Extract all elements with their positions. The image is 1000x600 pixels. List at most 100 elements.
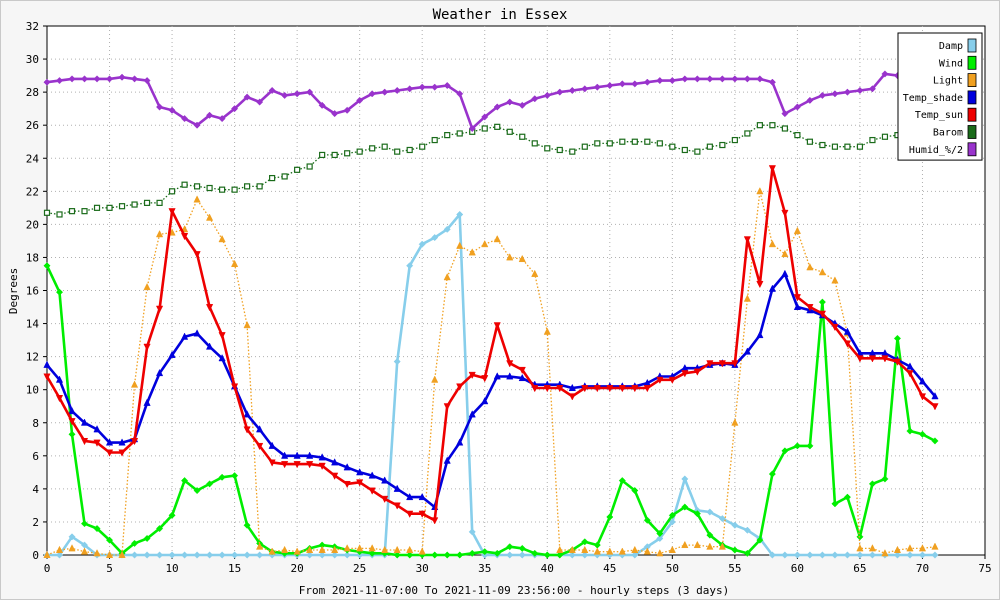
data-point-damp <box>856 551 864 559</box>
data-point-humid-2 <box>693 75 701 83</box>
data-point-temp-shade <box>493 372 501 380</box>
data-point-barom <box>256 183 263 190</box>
data-point-damp <box>831 551 839 559</box>
data-point-wind <box>156 524 164 533</box>
data-point-light <box>743 294 751 302</box>
data-point-temp-sun <box>556 385 564 393</box>
data-point-wind <box>756 536 764 544</box>
data-point-damp <box>168 551 176 559</box>
data-point-temp-sun <box>143 343 151 351</box>
data-point-temp-shade <box>931 392 939 400</box>
data-point-barom <box>519 133 526 140</box>
data-point-barom <box>869 136 876 144</box>
data-point-temp-sun <box>693 368 701 376</box>
data-point-damp <box>768 551 776 559</box>
data-point-light <box>718 542 726 550</box>
data-point-wind <box>68 430 76 438</box>
data-point-humid-2 <box>181 115 189 123</box>
data-point-barom <box>319 151 326 159</box>
data-point-damp <box>206 551 214 559</box>
data-point-damp <box>668 518 676 526</box>
data-point-temp-shade <box>768 284 776 292</box>
data-point-temp-sun <box>706 360 714 368</box>
data-point-humid-2 <box>706 75 714 83</box>
data-point-wind <box>231 472 239 480</box>
data-point-wind <box>468 549 476 557</box>
legend-label-damp: Damp <box>939 41 963 52</box>
data-point-temp-sun <box>256 442 264 451</box>
data-point-damp <box>243 551 251 559</box>
data-point-barom <box>631 138 638 145</box>
data-point-damp <box>631 551 639 559</box>
data-point-temp-shade <box>331 458 339 466</box>
data-point-humid-2 <box>143 76 151 85</box>
data-point-wind <box>881 475 889 483</box>
data-point-wind <box>793 442 801 450</box>
data-point-wind <box>668 511 676 519</box>
data-point-barom <box>556 146 563 154</box>
data-point-light <box>481 239 489 248</box>
data-point-light <box>205 213 214 221</box>
data-point-temp-shade <box>506 372 514 380</box>
data-point-light <box>218 234 226 243</box>
data-point-wind <box>618 477 626 485</box>
data-point-wind <box>80 520 89 528</box>
y-tick-label: 16 <box>26 285 39 298</box>
data-point-light <box>806 263 814 271</box>
chart-title: Weather in Essex <box>433 7 568 23</box>
data-point-light <box>393 545 401 553</box>
x-tick-label: 65 <box>853 562 866 575</box>
data-point-temp-sun <box>818 310 827 318</box>
data-point-humid-2 <box>543 91 551 99</box>
data-point-humid-2 <box>356 96 364 104</box>
data-point-damp <box>181 551 189 559</box>
data-point-damp <box>418 240 426 248</box>
data-point-barom <box>331 151 338 159</box>
data-point-humid-2 <box>518 101 526 109</box>
data-point-damp <box>906 551 914 559</box>
data-point-humid-2 <box>606 81 614 90</box>
data-point-wind <box>706 531 714 539</box>
data-point-temp-sun <box>431 517 439 525</box>
data-point-humid-2 <box>80 75 89 83</box>
data-point-humid-2 <box>868 85 876 93</box>
data-point-temp-shade <box>293 451 301 459</box>
data-point-light <box>931 542 939 550</box>
data-point-temp-sun <box>155 305 164 313</box>
data-point-wind <box>918 430 927 438</box>
data-point-barom <box>781 125 788 132</box>
grid <box>43 25 986 559</box>
data-point-humid-2 <box>681 75 689 83</box>
data-point-barom <box>806 138 814 145</box>
data-point-wind <box>681 503 689 511</box>
data-point-temp-sun <box>130 437 139 446</box>
data-point-barom <box>756 122 763 129</box>
data-point-temp-sun <box>843 340 852 348</box>
data-point-light <box>856 544 864 552</box>
x-tick-label: 45 <box>603 562 616 575</box>
data-point-temp-shade <box>243 410 251 418</box>
data-point-barom <box>731 136 738 144</box>
data-point-humid-2 <box>818 91 826 99</box>
data-point-temp-sun <box>893 358 902 366</box>
data-point-barom <box>93 204 101 211</box>
data-point-humid-2 <box>781 110 789 118</box>
data-point-temp-shade <box>80 418 89 426</box>
data-point-barom <box>444 132 451 139</box>
data-point-humid-2 <box>368 90 376 98</box>
data-point-damp <box>731 521 739 529</box>
data-point-temp-shade <box>368 471 376 479</box>
data-point-barom <box>106 204 113 211</box>
x-tick-label: 70 <box>916 562 929 575</box>
data-point-temp-sun <box>368 487 376 495</box>
data-point-humid-2 <box>418 83 426 91</box>
data-point-barom <box>419 143 426 150</box>
legend-label-temp-shade: Temp_shade <box>903 93 963 104</box>
data-point-damp <box>843 551 851 559</box>
data-point-wind <box>218 473 226 481</box>
data-point-humid-2 <box>656 76 664 85</box>
data-point-temp-sun <box>581 385 589 393</box>
data-point-temp-sun <box>281 461 289 469</box>
data-point-wind <box>606 513 614 521</box>
legend-swatch-temp-shade <box>967 90 977 105</box>
